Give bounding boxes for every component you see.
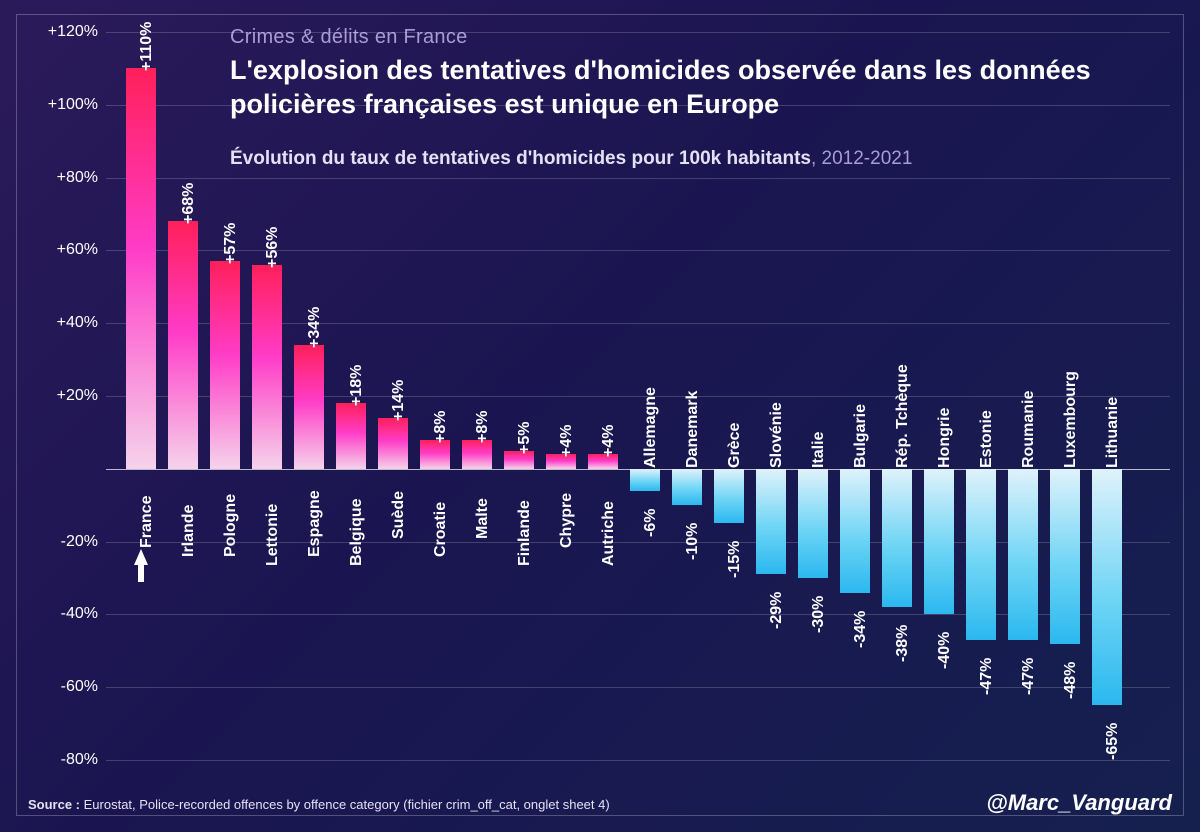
country-label: Rép. Tchèque [894,364,912,468]
bar-value-label: -10% [684,523,702,560]
y-tick-label: +40% [38,314,98,332]
bar [714,469,744,524]
bar [1008,469,1038,640]
bar-value-label: -34% [852,610,870,647]
y-tick-label: -80% [38,751,98,769]
country-label: Italie [810,431,828,467]
bar [798,469,828,578]
source-line: Source : Eurostat, Police-recorded offen… [28,797,610,812]
bar-value-label: -47% [978,658,996,695]
bar [168,221,198,469]
country-label: Danemark [684,390,702,467]
country-label: Bulgarie [852,404,870,468]
bar [462,440,492,469]
bar [378,418,408,469]
bar-value-label: -47% [1020,658,1038,695]
bar-value-label: +56% [264,227,282,268]
source-label: Source : [28,797,84,812]
bar [756,469,786,575]
y-tick-label: +60% [38,241,98,259]
country-label: Estonie [978,410,996,468]
y-tick-label: -60% [38,678,98,696]
gridline [106,687,1170,688]
y-tick-label: +120% [38,23,98,41]
y-tick-label: -20% [38,533,98,551]
country-label: Autriche [600,501,618,566]
bar-value-label: +18% [348,365,366,406]
y-tick-label: +100% [38,96,98,114]
bar-value-label: +8% [432,410,450,442]
country-label: Lithuanie [1104,397,1122,468]
country-label: Pologne [222,494,240,557]
bar [294,345,324,469]
bar-value-label: +4% [600,425,618,457]
y-tick-label: +80% [38,169,98,187]
chart-area: +110%France+68%Irlande+57%Pologne+56%Let… [38,32,1170,760]
country-label: France [138,495,156,547]
country-label: Espagne [306,490,324,557]
bar [252,265,282,469]
bar [840,469,870,593]
bar-value-label: -40% [936,632,954,669]
bar-value-label: -29% [768,592,786,629]
bar [924,469,954,615]
bar [210,261,240,468]
bar-value-label: -30% [810,596,828,633]
bar-value-label: -48% [1062,661,1080,698]
bar [672,469,702,505]
bar-value-label: +110% [138,22,156,71]
bar [1092,469,1122,706]
bar [882,469,912,607]
highlight-arrow-icon [134,549,148,565]
country-label: Grèce [726,422,744,467]
bar [336,403,366,469]
bar [1050,469,1080,644]
bar [126,68,156,468]
bar [630,469,660,491]
country-label: Hongrie [936,407,954,467]
bar-value-label: -6% [642,508,660,536]
country-label: Irlande [180,504,198,556]
gridline [106,32,1170,33]
credit-handle: @Marc_Vanguard [986,790,1172,816]
gridline [106,760,1170,761]
country-label: Malte [474,498,492,539]
bar-value-label: +5% [516,421,534,453]
plot-area: +110%France+68%Irlande+57%Pologne+56%Let… [106,32,1170,760]
country-label: Chypre [558,493,576,548]
y-tick-label: -40% [38,605,98,623]
country-label: Finlande [516,500,534,566]
bar-value-label: +14% [390,379,408,420]
bar [966,469,996,640]
source-text: Eurostat, Police-recorded offences by of… [84,797,610,812]
bar-value-label: +34% [306,307,324,348]
country-label: Roumanie [1020,390,1038,467]
bar-value-label: +68% [180,183,198,224]
country-label: Belgique [348,498,366,566]
bar-value-label: +4% [558,425,576,457]
bar-value-label: +57% [222,223,240,264]
bar-value-label: +8% [474,410,492,442]
gridline [106,105,1170,106]
bar-value-label: -38% [894,625,912,662]
country-label: Allemagne [642,387,660,468]
country-label: Croatie [432,502,450,557]
country-label: Slovénie [768,402,786,468]
country-label: Luxembourg [1062,371,1080,468]
bar-value-label: -15% [726,541,744,578]
bar-value-label: -65% [1104,723,1122,760]
gridline [106,178,1170,179]
bar [420,440,450,469]
y-tick-label: +20% [38,387,98,405]
country-label: Lettonie [264,504,282,566]
country-label: Suède [390,491,408,539]
